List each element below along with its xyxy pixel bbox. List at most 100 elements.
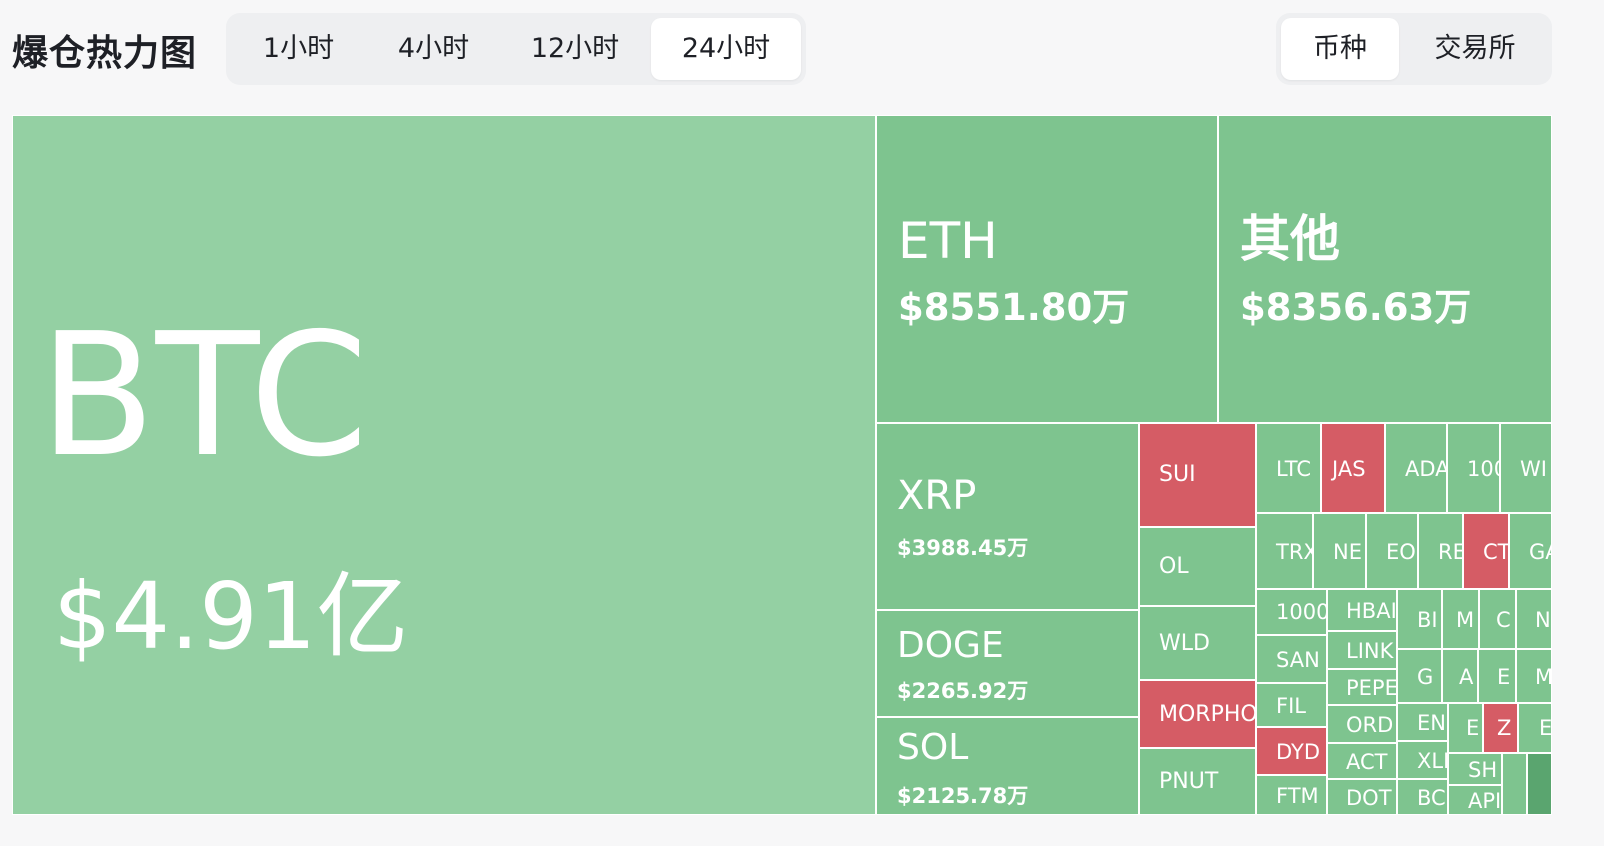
tile-small-1[interactable] [1502, 753, 1527, 815]
tile-bc[interactable]: BC [1397, 779, 1448, 815]
tile-e3[interactable]: E [1518, 703, 1552, 753]
tile-eo[interactable]: EO [1366, 513, 1418, 589]
tile-symbol: CT [1483, 540, 1509, 564]
tile-en[interactable]: EN [1397, 703, 1448, 741]
tab-1h[interactable]: 1小时 [262, 33, 335, 64]
tile-ada[interactable]: ADA [1385, 423, 1447, 513]
tile-symbol: FTM [1276, 784, 1319, 808]
tile-sol[interactable]: SOL $2125.78万 [876, 717, 1139, 815]
tab-24h[interactable]: 24小时 [651, 18, 801, 80]
tile-small-2[interactable] [1527, 753, 1552, 815]
tile-symbol: Z [1497, 716, 1512, 740]
tile-symbol: SUI [1159, 462, 1196, 487]
tile-1000[interactable]: 1000 [1256, 589, 1327, 635]
page-title: 爆仓热力图 [12, 33, 198, 74]
tile-symbol: 其他 [1240, 210, 1340, 268]
tile-san[interactable]: SAN [1256, 635, 1327, 683]
tile-symbol: EN [1417, 711, 1446, 735]
tile-symbol: MORPHO [1159, 702, 1256, 727]
tile-symbol: A [1459, 665, 1474, 689]
tile-symbol: GA [1529, 540, 1551, 564]
tile-wi[interactable]: WI [1500, 423, 1552, 513]
tile-pepe[interactable]: PEPE [1327, 669, 1397, 705]
group-by-selector: 币种 交易所 [1276, 13, 1552, 85]
tile-link[interactable]: LINK [1327, 631, 1397, 669]
tile-ga[interactable]: GA [1509, 513, 1552, 589]
tile-symbol: M [1535, 665, 1552, 689]
header: 爆仓热力图 1小时 4小时 12小时 24小时 币种 交易所 [0, 0, 1604, 105]
tile-pnut[interactable]: PNUT [1139, 748, 1256, 815]
tile-ne[interactable]: NE [1313, 513, 1366, 589]
tile-value: $2265.92万 [897, 679, 1029, 703]
tile-sui[interactable]: SUI [1139, 423, 1256, 527]
tile-symbol: DOGE [897, 625, 1004, 666]
tile-symbol: SOL [897, 727, 969, 768]
tile-wld[interactable]: WLD [1139, 606, 1256, 680]
tile-symbol: N [1535, 608, 1551, 632]
tile-g1[interactable]: G [1397, 649, 1442, 703]
tile-symbol: E [1466, 716, 1480, 740]
tile-morpho[interactable]: MORPHO [1139, 680, 1256, 748]
tab-coin[interactable]: 币种 [1281, 18, 1399, 80]
tab-12h[interactable]: 12小时 [530, 33, 620, 64]
tile-eth[interactable]: ETH $8551.80万 [876, 115, 1218, 423]
tile-sh[interactable]: SH [1448, 753, 1502, 785]
tile-e1[interactable]: E [1478, 649, 1516, 703]
tile-ord[interactable]: ORD [1327, 705, 1397, 743]
tile-dot[interactable]: DOT [1327, 779, 1397, 815]
tile-ct[interactable]: CT [1463, 513, 1509, 589]
tile-symbol: WI [1520, 457, 1547, 481]
tile-symbol: ORD [1346, 713, 1394, 737]
tile-symbol: E [1539, 716, 1552, 740]
tile-symbol: TRX [1276, 540, 1312, 564]
tab-4h[interactable]: 4小时 [397, 33, 470, 64]
tile-jas[interactable]: JAS [1321, 423, 1385, 513]
tile-100[interactable]: 100 [1447, 423, 1500, 513]
tile-trx[interactable]: TRX [1256, 513, 1313, 589]
tile-m2[interactable]: M [1516, 649, 1552, 703]
tile-act[interactable]: ACT [1327, 743, 1397, 779]
tile-symbol: API [1468, 789, 1502, 813]
tile-fil[interactable]: FIL [1256, 683, 1327, 727]
tile-dyd[interactable]: DYD [1256, 727, 1327, 775]
tile-doge[interactable]: DOGE $2265.92万 [876, 610, 1139, 717]
tile-ol[interactable]: OL [1139, 527, 1256, 606]
tile-value: $4.91亿 [53, 563, 409, 670]
tile-symbol: WLD [1159, 631, 1210, 656]
tile-n1[interactable]: N [1516, 589, 1552, 649]
tile-symbol: G [1417, 665, 1434, 689]
tile-hbar[interactable]: HBAI [1327, 589, 1397, 631]
tile-symbol: HBAI [1346, 599, 1397, 623]
tile-symbol: BTC [39, 297, 369, 495]
tile-symbol: ADA [1405, 457, 1447, 481]
tile-api[interactable]: API [1448, 785, 1502, 815]
tile-re[interactable]: RE [1418, 513, 1463, 589]
tile-symbol: E [1497, 665, 1511, 689]
tile-value: $8356.63万 [1240, 286, 1472, 329]
tile-xli[interactable]: XLI [1397, 741, 1448, 779]
tile-symbol: SH [1468, 758, 1498, 782]
tile-a1[interactable]: A [1442, 649, 1478, 703]
tile-ftm[interactable]: FTM [1256, 775, 1327, 815]
tab-exchange[interactable]: 交易所 [1434, 33, 1516, 64]
tile-btc[interactable]: BTC $4.91亿 [12, 115, 876, 815]
tile-symbol: ETH [898, 212, 998, 270]
tile-ltc[interactable]: LTC [1256, 423, 1321, 513]
tile-xrp[interactable]: XRP $3988.45万 [876, 423, 1139, 610]
tile-symbol: PNUT [1159, 769, 1219, 794]
tile-symbol: DOT [1346, 786, 1392, 810]
tile-c1[interactable]: C [1479, 589, 1516, 649]
tile-symbol: XLI [1417, 749, 1448, 773]
tile-symbol: NE [1333, 540, 1362, 564]
tile-bi[interactable]: BI [1397, 589, 1442, 649]
tile-m1[interactable]: M [1442, 589, 1479, 649]
tile-symbol: C [1496, 608, 1511, 632]
tile-symbol: LTC [1276, 457, 1312, 481]
tile-z1[interactable]: Z [1483, 703, 1518, 753]
tile-symbol: OL [1159, 554, 1189, 579]
tile-symbol: 1000 [1276, 600, 1327, 624]
tile-e2[interactable]: E [1448, 703, 1483, 753]
tile-symbol: LINK [1346, 639, 1394, 663]
tile-other[interactable]: 其他 $8356.63万 [1218, 115, 1552, 423]
tile-value: $2125.78万 [897, 784, 1029, 808]
